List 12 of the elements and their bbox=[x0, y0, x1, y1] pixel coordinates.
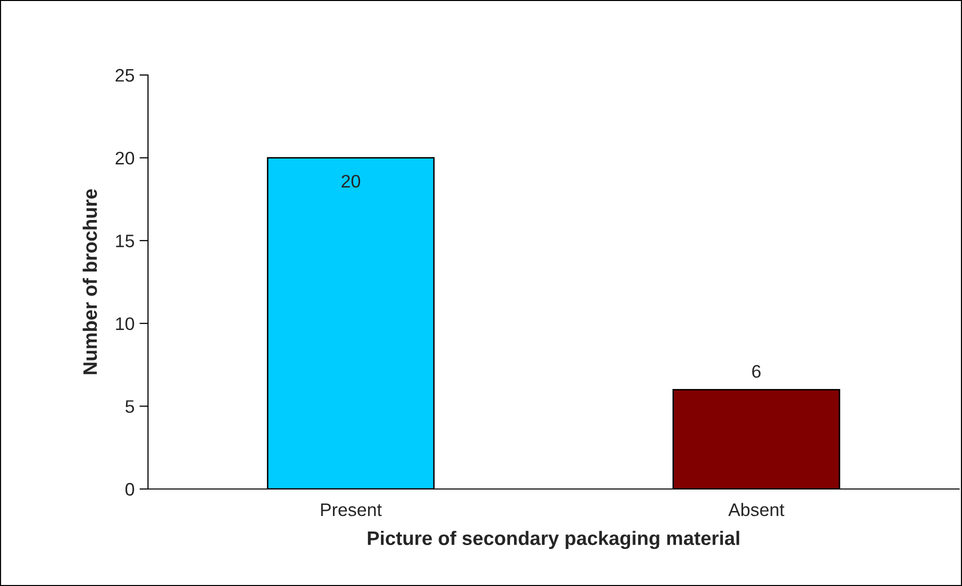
y-tick-label: 10 bbox=[116, 317, 134, 330]
y-tick-label: 20 bbox=[116, 152, 134, 165]
x-axis-title: Picture of secondary packaging material bbox=[368, 530, 740, 550]
x-tick-label: Present bbox=[321, 504, 382, 516]
y-tick-label: 0 bbox=[125, 482, 134, 496]
y-tick-label: 5 bbox=[125, 400, 134, 413]
y-tick-label: 15 bbox=[116, 234, 134, 248]
data-label: 20 bbox=[342, 174, 360, 188]
x-tick-label: Absent bbox=[728, 502, 784, 516]
y-axis-title: Number of brochure bbox=[82, 189, 97, 374]
y-tick-label: 25 bbox=[116, 68, 134, 82]
data-label: 6 bbox=[752, 365, 761, 378]
